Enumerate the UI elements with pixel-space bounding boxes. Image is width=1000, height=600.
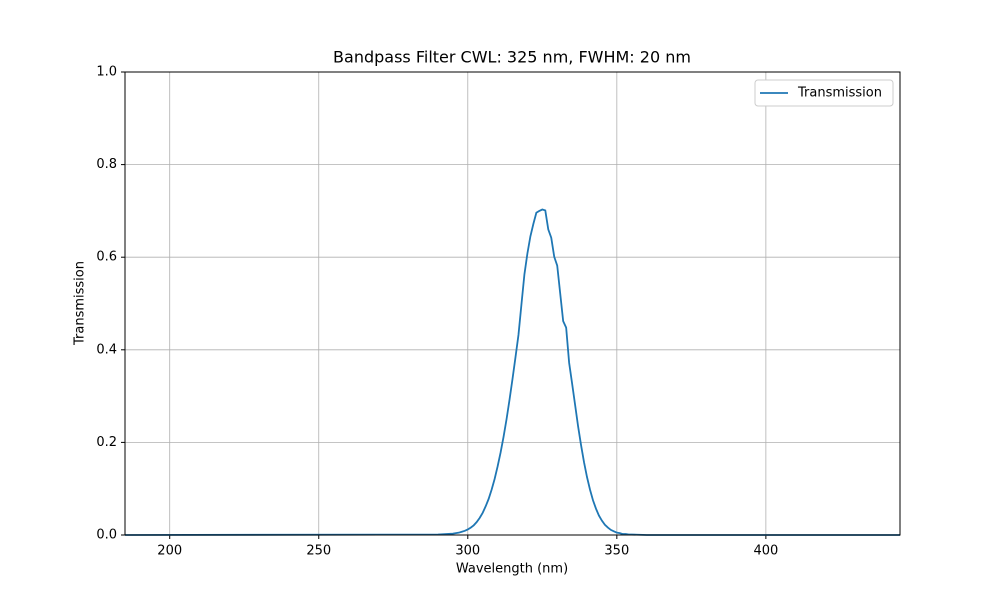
x-tick-label: 200 [157,544,182,559]
legend-label: Transmission [797,86,882,101]
y-tick-label: 0.0 [96,528,117,543]
y-tick-label: 0.6 [96,250,117,265]
plot-frame [124,71,901,536]
y-tick-label: 0.2 [96,435,117,450]
data-line [124,208,900,536]
x-tick-label: 400 [753,544,778,559]
y-tick-label: 1.0 [96,65,117,80]
x-axis-label: Wavelength (nm) [456,562,568,577]
x-tick-label: 300 [455,544,480,559]
y-axis-label: Transmission [73,261,88,346]
y-tick-label: 0.4 [96,342,117,357]
y-tick-label: 0.8 [96,157,117,172]
chart-title: Bandpass Filter CWL: 325 nm, FWHM: 20 nm [333,48,691,67]
x-tick-label: 350 [604,544,629,559]
legend-box [754,79,894,107]
x-tick-label: 250 [306,544,331,559]
